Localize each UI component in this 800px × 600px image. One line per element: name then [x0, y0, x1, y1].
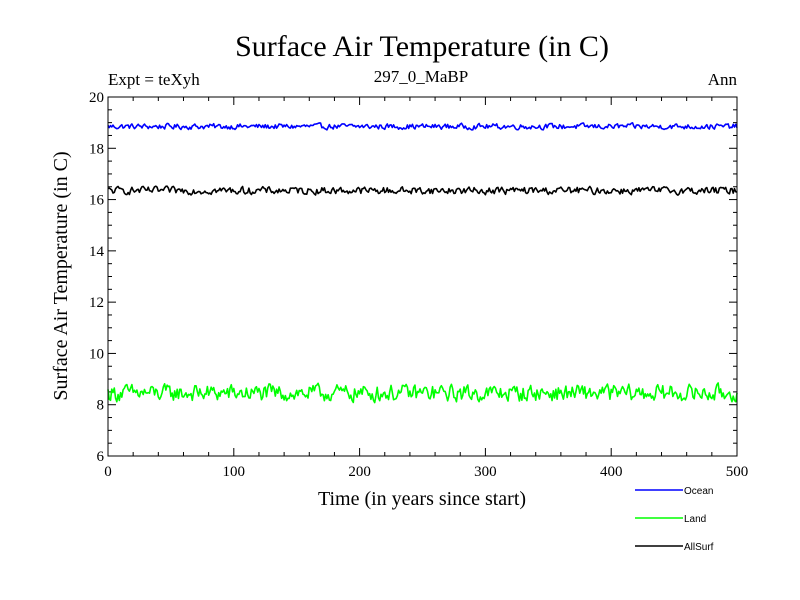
series-line-allsurf	[107, 185, 738, 196]
x-tick-label: 0	[104, 464, 112, 480]
series-lines	[107, 122, 738, 404]
y-tick-label: 12	[89, 295, 104, 311]
x-tick-label: 300	[474, 464, 497, 480]
x-axis-ticks: 0 100 200 300 400 500	[104, 97, 748, 480]
legend: Ocean Land AllSurf	[635, 486, 714, 553]
subtitle-right: Ann	[708, 70, 738, 89]
y-tick-label: 20	[89, 90, 104, 106]
x-axis-label: Time (in years since start)	[318, 488, 526, 510]
y-tick-label: 16	[89, 193, 105, 209]
x-tick-label: 500	[726, 464, 749, 480]
series-line-land	[107, 382, 738, 404]
x-tick-label: 100	[223, 464, 246, 480]
chart-title: Surface Air Temperature (in C)	[235, 30, 609, 63]
x-tick-label: 200	[348, 464, 371, 480]
subtitle-center: 297_0_MaBP	[374, 67, 468, 86]
plot-frame	[107, 96, 738, 457]
y-tick-label: 18	[89, 141, 104, 157]
y-tick-label: 14	[89, 244, 105, 260]
y-tick-label: 8	[97, 398, 105, 414]
y-axis-ticks: 6 8 10 12 14 16 18 20	[89, 90, 737, 465]
y-axis-label: Surface Air Temperature (in C)	[50, 151, 72, 400]
legend-label-allsurf: AllSurf	[684, 542, 714, 553]
subtitle-left: Expt = teXyh	[108, 70, 200, 89]
y-tick-label: 6	[97, 449, 105, 465]
y-tick-label: 10	[89, 346, 104, 362]
series-line-ocean	[107, 122, 738, 131]
legend-label-ocean: Ocean	[684, 486, 713, 497]
legend-label-land: Land	[684, 514, 706, 525]
x-tick-label: 400	[600, 464, 623, 480]
